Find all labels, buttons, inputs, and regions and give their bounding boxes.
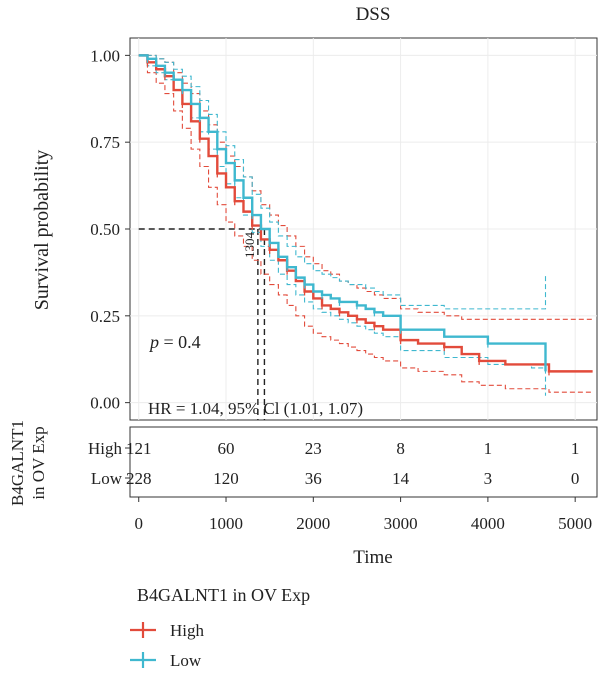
risk-table: High 121 60 23 8 1 1 Low 228 120 36 14 3 0 0 1000 2000 30… bbox=[8, 420, 598, 533]
survival-curve-low bbox=[138, 54, 547, 372]
risk-count-high: 23 bbox=[305, 439, 322, 458]
y-tick-label: 0.75 bbox=[90, 133, 120, 152]
risk-count-low: 228 bbox=[126, 469, 152, 488]
risk-count-high: 1 bbox=[484, 439, 493, 458]
x-axis-label: Time bbox=[353, 547, 392, 568]
y-tick-label: 0.50 bbox=[90, 220, 120, 239]
y-tick-label: 0.00 bbox=[90, 394, 120, 413]
median-label: 1304 bbox=[242, 232, 257, 259]
y-tick-label: 1.00 bbox=[90, 46, 120, 65]
ci-lower-high bbox=[138, 54, 593, 393]
y-axis-label: Survival probability bbox=[31, 150, 53, 311]
risk-count-low: 120 bbox=[213, 469, 239, 488]
hr-annotation: HR = 1.04, 95% Cl (1.01, 1.07) bbox=[148, 399, 363, 418]
x-tick-label: 0 bbox=[134, 514, 143, 533]
risk-count-high: 8 bbox=[396, 439, 405, 458]
legend-title: B4GALNT1 in OV Exp bbox=[137, 585, 310, 605]
x-tick-label: 4000 bbox=[471, 514, 505, 533]
legend-label-low: Low bbox=[170, 651, 202, 670]
chart-title: DSS bbox=[356, 4, 391, 25]
ci-upper-low bbox=[138, 54, 547, 310]
risk-count-high: 121 bbox=[126, 439, 152, 458]
x-tick-label: 1000 bbox=[209, 514, 243, 533]
risk-row-label-high: High bbox=[88, 439, 123, 458]
risk-table-title-line: in OV Exp bbox=[29, 426, 48, 499]
x-tick-label: 2000 bbox=[296, 514, 330, 533]
plot-area: 0.00 0.25 0.50 0.75 1.00 1304 p = 0.4 HR = 1.04… bbox=[90, 37, 598, 421]
risk-row-label-low: Low bbox=[91, 469, 123, 488]
risk-table-frame bbox=[129, 426, 598, 498]
legend: B4GALNT1 in OV Exp High Low bbox=[130, 585, 310, 670]
y-tick-label: 0.25 bbox=[90, 307, 120, 326]
x-tick-label: 3000 bbox=[384, 514, 418, 533]
risk-count-high: 1 bbox=[571, 439, 580, 458]
p-value-annotation: p = 0.4 bbox=[148, 332, 201, 352]
risk-table-title-line: B4GALNT1 bbox=[8, 420, 27, 506]
x-tick-label: 5000 bbox=[558, 514, 592, 533]
risk-count-high: 60 bbox=[218, 439, 235, 458]
risk-table-title: B4GALNT1 in OV Exp bbox=[8, 420, 48, 506]
legend-label-high: High bbox=[170, 621, 205, 640]
ci-upper-high bbox=[138, 54, 593, 320]
risk-count-low: 3 bbox=[484, 469, 493, 488]
risk-count-low: 36 bbox=[305, 469, 322, 488]
risk-count-low: 0 bbox=[571, 469, 580, 488]
risk-count-low: 14 bbox=[392, 469, 410, 488]
